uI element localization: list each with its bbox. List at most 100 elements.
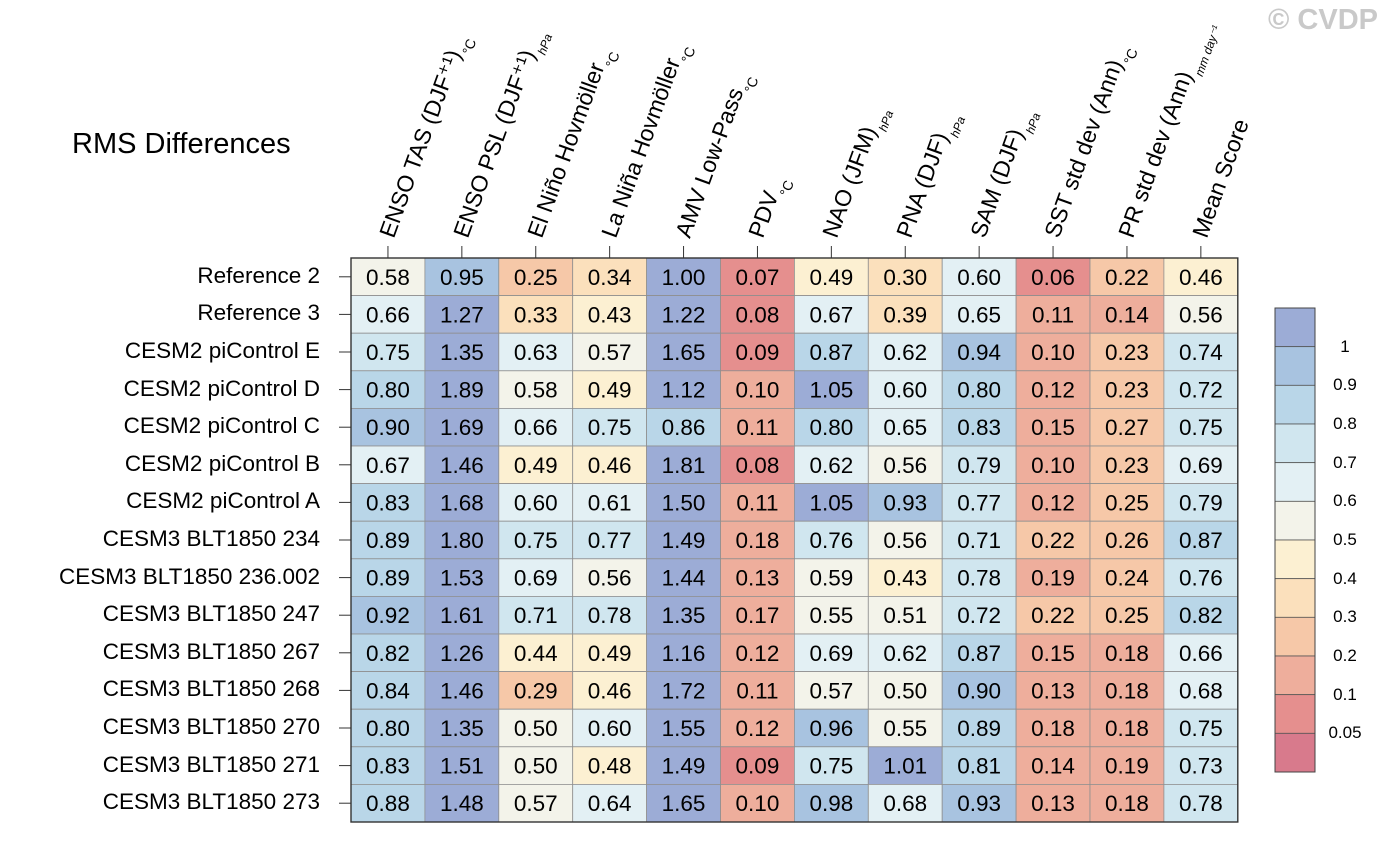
colorbar-tick-label: 0.8	[1333, 414, 1357, 433]
cell-value-label: 0.81	[957, 754, 1001, 779]
cell-value-label: 0.69	[809, 641, 853, 666]
heatmap-cell	[350, 445, 426, 484]
cell-value-label: 0.57	[809, 678, 853, 703]
cell-value-label: 0.74	[1179, 340, 1223, 365]
heatmap-cell	[498, 483, 574, 522]
cell-value-label: 0.66	[514, 415, 558, 440]
cell-value-label: 0.49	[588, 378, 632, 403]
cell-value-label: 0.80	[366, 378, 410, 403]
heatmap-cell	[1089, 332, 1165, 372]
heatmap-cell	[1015, 784, 1091, 823]
cell-value-label: 0.80	[809, 415, 853, 440]
heatmap-cell	[646, 407, 721, 447]
heatmap-cell	[941, 558, 1017, 597]
colorbar-tick-label: 0.6	[1333, 491, 1357, 511]
heatmap-cell	[1163, 671, 1239, 710]
cell-value-label: 0.06	[1031, 265, 1075, 290]
cell-value-label: 0.67	[809, 302, 853, 327]
cell-value-label: 0.88	[366, 791, 410, 816]
cell-value-label: 0.34	[588, 265, 632, 290]
heatmap-cell	[646, 558, 721, 597]
heatmap-cell	[350, 746, 426, 785]
cell-value-label: 0.75	[366, 340, 410, 365]
cell-value-label: 1.51	[440, 754, 484, 779]
cell-value-label: 0.14	[1031, 754, 1075, 779]
heatmap-cell	[941, 483, 1017, 522]
heatmap-cell	[424, 520, 500, 560]
cell-value-label: 0.23	[1105, 453, 1149, 478]
cell-value-label: 0.23	[1105, 378, 1149, 403]
cell-value-label: 0.57	[514, 791, 558, 816]
cell-value-label: 0.61	[588, 490, 632, 515]
heatmap-cell	[424, 633, 500, 672]
cell-value-label: 0.71	[957, 528, 1001, 553]
heatmap-cell	[572, 746, 648, 785]
cell-value-label: 0.72	[1179, 378, 1223, 403]
cell-value-label: 0.55	[809, 603, 853, 628]
heatmap-cell	[941, 708, 1017, 748]
heatmap-cell	[941, 295, 1017, 334]
heatmap-cell	[1163, 445, 1239, 484]
heatmap-cell	[424, 671, 500, 710]
heatmap-cell	[1015, 445, 1091, 484]
cell-value-label: 0.77	[588, 528, 632, 553]
colorbar-segment	[1274, 346, 1316, 386]
heatmap-cell	[646, 370, 721, 409]
heatmap-cell	[1089, 671, 1165, 710]
heatmap-cell	[794, 633, 869, 672]
colorbar-tick-label: 0.1	[1333, 684, 1357, 704]
colorbar-segment	[1274, 500, 1316, 541]
heatmap-cell	[867, 332, 943, 372]
cell-value-label: 1.80	[440, 528, 484, 553]
cell-value-label: 0.62	[809, 453, 853, 478]
cell-value-label: 0.65	[957, 302, 1001, 327]
heatmap-cell	[646, 332, 721, 372]
heatmap-cell	[1089, 708, 1165, 748]
colorbar-segment	[1274, 307, 1316, 348]
cell-value-label: 1.12	[662, 378, 706, 403]
heatmap-cell	[867, 746, 943, 785]
row-label: CESM2 piControl A	[126, 488, 320, 514]
heatmap-cell	[867, 520, 943, 560]
cell-value-label: 1.55	[662, 716, 706, 741]
heatmap-cell	[424, 708, 500, 748]
row-label: CESM3 BLT1850 270	[102, 714, 320, 739]
cell-value-label: 0.56	[588, 566, 632, 591]
row-label: CESM3 BLT1850 267	[102, 638, 320, 664]
heatmap-cell	[572, 558, 648, 597]
heatmap-cell	[1163, 746, 1239, 785]
cell-value-label: 0.82	[1179, 603, 1223, 628]
heatmap-cell	[350, 671, 426, 710]
cell-value-label: 0.90	[366, 415, 410, 440]
colorbar-tick-label: 0.5	[1333, 530, 1357, 549]
cell-value-label: 0.29	[514, 678, 558, 703]
heatmap-cell	[720, 407, 795, 447]
cell-value-label: 0.93	[883, 490, 927, 515]
heatmap-cell	[424, 332, 500, 372]
cell-value-label: 1.65	[662, 791, 706, 816]
heatmap-cell	[1163, 370, 1239, 409]
cell-value-label: 0.62	[883, 340, 927, 365]
cell-value-label: 0.49	[809, 265, 853, 290]
heatmap-cell	[424, 257, 500, 296]
heatmap-cell	[498, 558, 574, 597]
cell-value-label: 0.98	[809, 791, 853, 816]
cell-value-label: 0.22	[1105, 265, 1149, 290]
colorbar-segment	[1274, 539, 1316, 580]
cell-value-label: 0.10	[1031, 340, 1075, 365]
cell-value-label: 1.27	[440, 302, 484, 327]
cell-value-label: 0.46	[588, 453, 632, 478]
heatmap-cell	[1163, 520, 1239, 560]
cell-value-label: 0.11	[736, 415, 778, 440]
cell-value-label: 0.10	[1031, 453, 1075, 478]
cell-value-label: 0.25	[1105, 603, 1149, 628]
heatmap-cell	[1089, 558, 1165, 597]
heatmap-cell	[350, 257, 426, 296]
heatmap-cell	[720, 445, 795, 484]
cell-value-label: 0.83	[366, 490, 410, 515]
cell-value-label: 0.10	[736, 791, 780, 816]
heatmap-cell	[1089, 370, 1165, 409]
heatmap-cell	[1163, 483, 1239, 522]
cell-value-label: 0.24	[1105, 566, 1149, 591]
colorbar-segment	[1274, 732, 1316, 773]
